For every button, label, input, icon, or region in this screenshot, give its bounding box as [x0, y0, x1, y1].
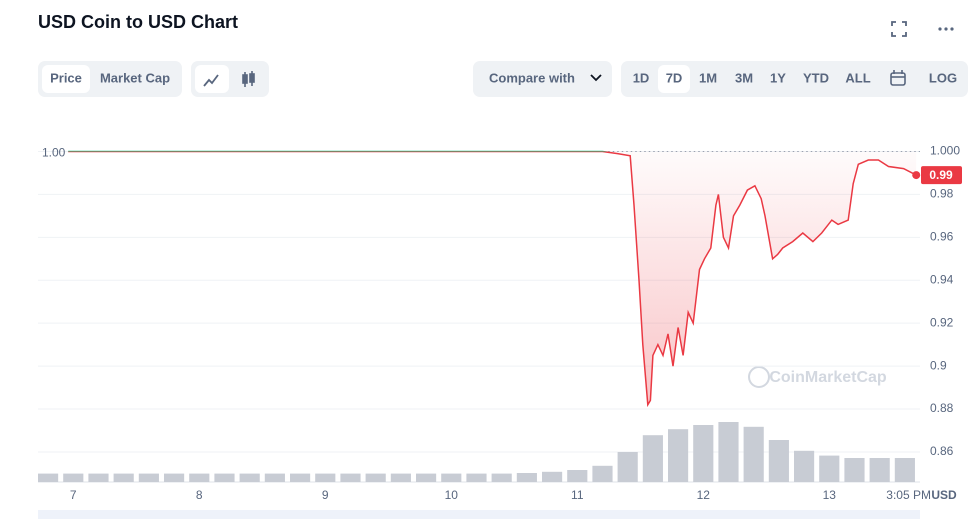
watermark-logo	[748, 366, 770, 388]
volume-bar	[718, 422, 739, 482]
volume-bar	[592, 465, 613, 482]
volume-bar	[164, 473, 185, 482]
y-tick-label: 0.98	[930, 187, 954, 201]
volume-bar	[63, 473, 84, 482]
volume-bar	[617, 452, 638, 482]
volume-bar	[214, 473, 235, 482]
x-tick-label: 13	[823, 488, 837, 502]
range-button[interactable]: 7D	[666, 70, 683, 85]
volume-bar	[138, 473, 159, 482]
volume-bar	[894, 458, 915, 482]
chevron	[590, 74, 602, 82]
compare-select[interactable]	[473, 61, 612, 97]
title: USD Coin to USD Chart	[38, 12, 238, 32]
x-tick-label: 11	[571, 488, 584, 502]
volume-bar	[819, 455, 840, 482]
tab[interactable]: Market Cap	[100, 70, 170, 85]
tab-selected	[42, 65, 90, 93]
volume-bar	[693, 425, 714, 482]
volume-bar	[794, 450, 815, 482]
candle-icon[interactable]	[242, 71, 255, 87]
fullscreen-icon[interactable]	[891, 21, 907, 37]
log-toggle[interactable]: LOG	[929, 70, 957, 85]
volume-bar	[542, 471, 563, 482]
y-tick-label: 0.86	[930, 444, 954, 458]
price-tag-label: 0.99	[929, 168, 953, 182]
x-tick-label: 9	[322, 488, 329, 502]
y-tick-label: 0.96	[930, 229, 954, 243]
volume-bar	[743, 426, 764, 482]
price-line-down	[68, 151, 917, 408]
range-button[interactable]: 1D	[633, 70, 650, 85]
more-icon[interactable]	[938, 27, 954, 31]
last-point	[912, 171, 921, 180]
volume-bar	[390, 473, 411, 482]
volume-bar	[768, 440, 789, 482]
volume-bar	[466, 473, 487, 482]
tab[interactable]: Price	[50, 70, 82, 85]
range-button[interactable]: 3M	[735, 70, 753, 85]
volume-bar	[315, 473, 336, 482]
volume-bar	[567, 470, 588, 482]
volume-bar	[668, 429, 689, 482]
range-group	[621, 61, 968, 97]
watermark: CoinMarketCap	[769, 369, 887, 386]
compare-label: Compare with	[489, 70, 575, 85]
volume-bar	[189, 473, 210, 482]
y-tick-label: 0.9	[930, 358, 947, 372]
y-tick-label: 0.94	[930, 272, 954, 286]
currency: USD	[931, 488, 957, 502]
navigator	[38, 510, 920, 519]
y-tick-label: 0.88	[930, 401, 954, 415]
line-type[interactable]	[195, 65, 229, 93]
x-tick-label: 7	[70, 488, 77, 502]
range-button[interactable]: 1M	[699, 70, 717, 85]
y-tick-label: 0.92	[930, 315, 954, 329]
loss-area	[68, 151, 917, 405]
volume-bar	[88, 473, 109, 482]
volume-bar	[516, 473, 537, 482]
x-tick-label: 12	[697, 488, 711, 502]
range-button[interactable]: YTD	[803, 70, 829, 85]
volume-bar	[38, 473, 59, 482]
volume-bar	[113, 473, 134, 482]
x-tick-label: 10	[445, 488, 459, 502]
line-icon	[203, 74, 219, 87]
volume-bar	[416, 473, 437, 482]
volume-bar	[844, 458, 865, 482]
price-tag	[921, 166, 962, 185]
volume-bar	[365, 473, 386, 482]
y-tick-label: 1.000	[930, 144, 960, 158]
calendar-icon[interactable]	[890, 70, 906, 86]
volume-bar	[239, 473, 260, 482]
range-button[interactable]: ALL	[845, 70, 870, 85]
volume-bar	[441, 473, 462, 482]
volume-bar	[290, 473, 311, 482]
volume-bar	[642, 435, 663, 482]
volume-bar	[340, 473, 361, 482]
range-button[interactable]: 1Y	[770, 70, 786, 85]
range-selected	[658, 65, 690, 93]
volume-bar	[264, 473, 285, 482]
volume-bar	[869, 458, 890, 482]
volume-bar	[491, 473, 512, 482]
x-tick-label: 8	[196, 488, 203, 502]
reference-label: 1.00	[42, 146, 66, 160]
x-tick-label: 3:05 PM	[886, 488, 931, 502]
